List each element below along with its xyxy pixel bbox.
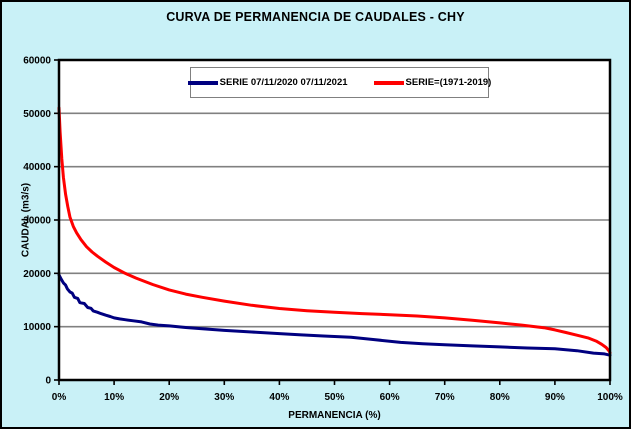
red-line-swatch-icon bbox=[373, 80, 404, 85]
x-tick-label: 30% bbox=[214, 392, 234, 403]
x-tick-label: 0% bbox=[52, 392, 67, 403]
series-line-0 bbox=[57, 273, 612, 357]
y-tick-label: 0 bbox=[45, 376, 51, 387]
legend: SERIE 07/11/2020 07/11/2021 SERIE=(1971-… bbox=[187, 67, 492, 98]
y-tick-label: 60000 bbox=[23, 56, 51, 67]
chart-title: CURVA DE PERMANENCIA DE CAUDALES - CHY bbox=[166, 10, 465, 24]
y-tick-label: 20000 bbox=[23, 269, 51, 280]
y-tick-label: 30000 bbox=[23, 216, 51, 227]
legend-item-serie-1971-2019: SERIE=(1971-2019) bbox=[373, 77, 492, 88]
x-tick-label: 50% bbox=[324, 392, 344, 403]
x-tick-label: 20% bbox=[159, 392, 179, 403]
x-tick-label: 10% bbox=[104, 392, 124, 403]
x-tick-label: 90% bbox=[545, 392, 565, 403]
y-tick-label: 50000 bbox=[23, 109, 51, 120]
x-tick-label: 80% bbox=[490, 392, 510, 403]
x-axis-title: PERMANENCIA (%) bbox=[288, 410, 381, 421]
legend-label-serie-2020-2021: SERIE 07/11/2020 07/11/2021 bbox=[219, 77, 348, 88]
x-tick-label: 70% bbox=[435, 392, 455, 403]
x-tick-label: 100% bbox=[597, 392, 623, 403]
legend-label-serie-1971-2019: SERIE=(1971-2019) bbox=[405, 77, 492, 88]
y-tick-label: 10000 bbox=[23, 322, 51, 333]
blue-line-swatch-icon bbox=[187, 80, 218, 85]
x-tick-label: 60% bbox=[380, 392, 400, 403]
x-tick-label: 40% bbox=[269, 392, 289, 403]
y-tick-label: 40000 bbox=[23, 162, 51, 173]
series-line-1 bbox=[57, 106, 612, 355]
legend-item-serie-2020-2021: SERIE 07/11/2020 07/11/2021 bbox=[187, 77, 348, 88]
